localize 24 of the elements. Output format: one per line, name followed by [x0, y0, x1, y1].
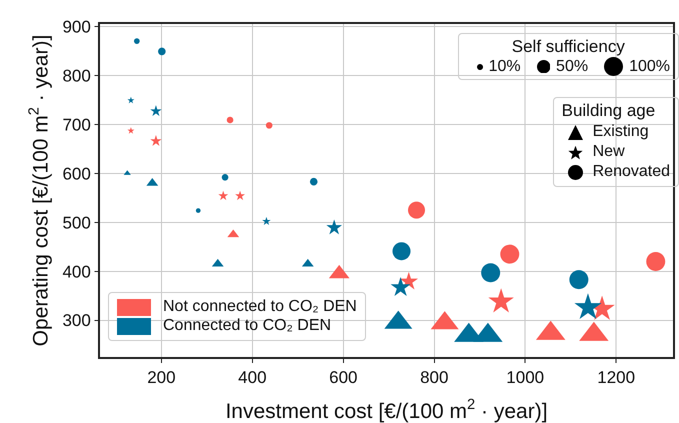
legend-label: 100% [629, 58, 670, 76]
y-tick-label: 600 [62, 164, 91, 184]
x-axis-title: Investment cost [€/(100 m$^{2}$ · year)] [225, 397, 548, 423]
annotation: Building age [562, 101, 656, 121]
x-tick-label: 1200 [597, 368, 636, 388]
annotation: Not connected to CO₂ DEN [163, 298, 357, 316]
annotation: Connected to CO₂ DEN [163, 317, 332, 335]
x-tick-label: 400 [238, 368, 267, 388]
y-tick-label: 700 [62, 115, 91, 134]
y-tick-label: 500 [62, 213, 91, 232]
y-tick-label: 300 [62, 311, 91, 330]
x-tick-label: 1000 [506, 368, 544, 388]
annotation: Self sufficiency [510, 37, 626, 57]
legend-label: 10% [488, 58, 521, 76]
legend-label: 50% [556, 58, 588, 76]
annotation: New [592, 143, 625, 161]
y-tick-label: 900 [62, 17, 91, 36]
y-tick-label: 800 [62, 66, 91, 86]
x-tick-label: 200 [147, 368, 176, 388]
y-tick-label: 400 [62, 262, 91, 282]
x-tick-label: 800 [420, 368, 448, 388]
x-tick-label: 600 [329, 368, 358, 388]
annotation: Renovated [592, 163, 670, 181]
annotation: Existing [592, 123, 649, 141]
